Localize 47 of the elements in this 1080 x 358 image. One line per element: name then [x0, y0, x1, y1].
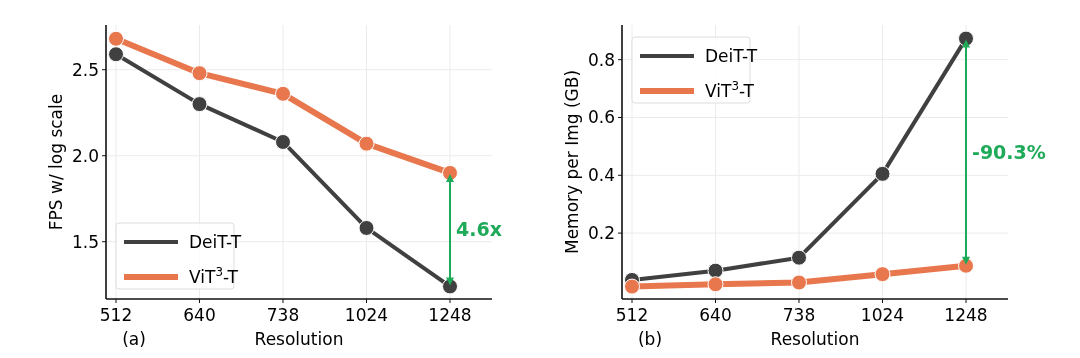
point [108, 30, 124, 47]
point [275, 133, 291, 150]
point [442, 278, 458, 295]
point [874, 266, 891, 283]
x-tick-label: 640 [699, 305, 732, 325]
y-tick-label: 2.5 [71, 59, 99, 80]
x-tick-label: 738 [782, 305, 816, 325]
x-axis-title: Resolution [254, 329, 344, 349]
x-tick-label: 1248 [944, 305, 988, 325]
point [442, 164, 458, 181]
y-tick-label: 2.0 [71, 145, 99, 166]
y-tick-label: 0.6 [587, 107, 615, 128]
legend-label: DeiT-T [189, 231, 242, 252]
point [191, 65, 208, 82]
point [958, 30, 974, 47]
point [791, 249, 807, 266]
point [707, 262, 724, 279]
point [358, 219, 375, 236]
y-axis-title: Memory per Img (GB) [562, 69, 582, 255]
y-tick-label: 0.8 [587, 49, 615, 70]
text: (b) [637, 329, 663, 349]
point [191, 96, 208, 113]
x-tick-label: 512 [99, 305, 133, 325]
y-tick-label: 0.2 [587, 223, 615, 244]
legend-label: DeiT-T [705, 45, 758, 66]
text: (a) [122, 329, 146, 349]
x-tick-label: 640 [183, 305, 216, 325]
y-axis-title: FPS w/ log scale [46, 93, 66, 231]
x-tick-label: 1024 [860, 305, 905, 325]
point [358, 135, 375, 152]
x-tick-label: 1024 [344, 305, 389, 325]
y-tick-label: 0.4 [587, 165, 615, 186]
x-tick-label: 738 [266, 305, 300, 325]
annotation: -90.3% [972, 140, 1046, 163]
annotation: 4.6x [456, 218, 502, 241]
legend-label: ViT$^{3}$-T [189, 264, 239, 287]
point [624, 278, 640, 295]
point [275, 85, 291, 102]
point [108, 46, 124, 63]
x-tick-label: 1248 [428, 305, 472, 325]
point [707, 276, 724, 293]
x-axis-title: Resolution [770, 329, 860, 349]
legend-label: ViT$^{3}$-T [705, 78, 755, 101]
point [791, 274, 807, 291]
point [874, 165, 891, 182]
x-tick-label: 512 [615, 305, 649, 325]
y-tick-label: 1.5 [71, 231, 99, 252]
